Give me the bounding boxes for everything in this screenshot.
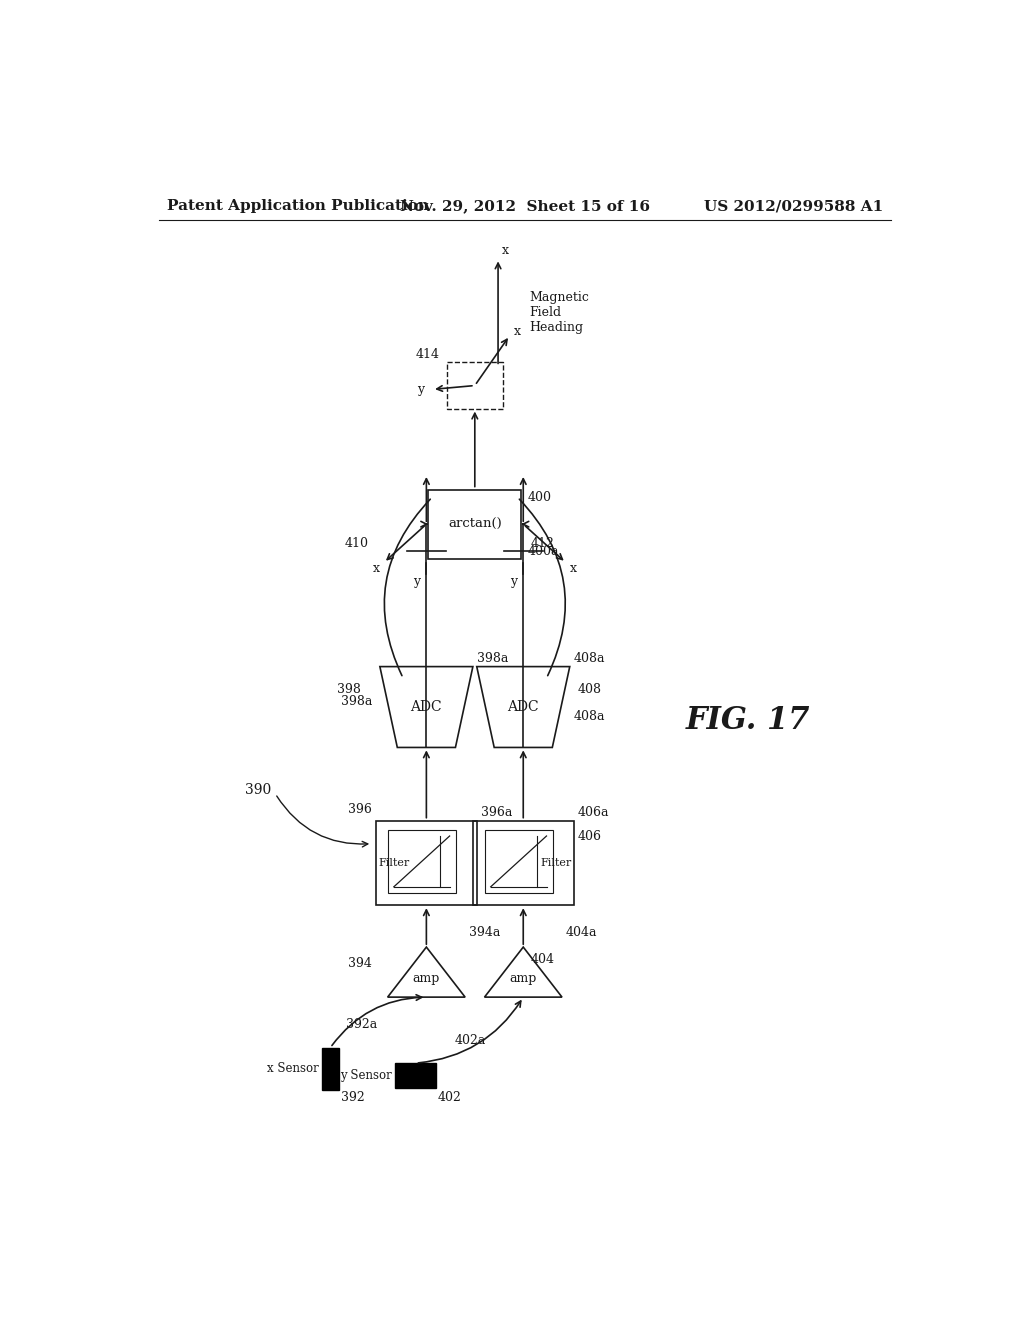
Text: y: y — [418, 383, 424, 396]
Text: y: y — [510, 576, 517, 589]
Text: 410: 410 — [344, 537, 369, 550]
Bar — [446, 363, 503, 409]
Text: 402: 402 — [438, 1090, 462, 1104]
Text: FIG. 17: FIG. 17 — [686, 705, 810, 737]
Text: 392a: 392a — [346, 1018, 377, 1031]
Text: 408a: 408a — [573, 652, 605, 665]
Text: Magnetic
Field
Heading: Magnetic Field Heading — [529, 290, 589, 334]
Text: x: x — [569, 561, 577, 574]
Bar — [473, 821, 573, 906]
Text: 400a: 400a — [527, 545, 559, 557]
Text: 408: 408 — [578, 684, 601, 696]
Text: x: x — [373, 561, 380, 574]
Text: 390: 390 — [245, 783, 271, 797]
Text: y: y — [413, 576, 420, 589]
Text: 392: 392 — [341, 1092, 365, 1105]
Text: 412: 412 — [531, 537, 555, 550]
Text: 404a: 404a — [566, 925, 597, 939]
Text: x: x — [514, 325, 520, 338]
Text: x Sensor: x Sensor — [267, 1063, 318, 1076]
Text: arctan(): arctan() — [447, 517, 502, 531]
Text: 400: 400 — [527, 491, 552, 504]
Text: y Sensor: y Sensor — [341, 1069, 392, 1082]
Text: US 2012/0299588 A1: US 2012/0299588 A1 — [703, 199, 883, 213]
Bar — [388, 830, 456, 892]
Text: ADC: ADC — [411, 700, 442, 714]
Text: Filter: Filter — [378, 858, 410, 869]
Bar — [376, 821, 477, 906]
Text: 396a: 396a — [480, 807, 512, 820]
Bar — [322, 1048, 339, 1090]
Text: x: x — [502, 244, 509, 257]
Text: 396: 396 — [348, 803, 372, 816]
Bar — [484, 830, 553, 892]
Bar — [428, 490, 521, 558]
Text: Patent Application Publication: Patent Application Publication — [167, 199, 429, 213]
Text: 408a: 408a — [573, 710, 605, 723]
Text: 414: 414 — [415, 348, 439, 362]
Text: 404: 404 — [531, 953, 555, 966]
Text: Nov. 29, 2012  Sheet 15 of 16: Nov. 29, 2012 Sheet 15 of 16 — [399, 199, 650, 213]
Text: 406a: 406a — [578, 807, 609, 820]
Text: 398a: 398a — [341, 694, 372, 708]
Text: 398: 398 — [337, 684, 360, 696]
Text: 406: 406 — [578, 829, 601, 842]
Bar — [395, 1063, 435, 1088]
Text: amp: amp — [510, 972, 537, 985]
Text: 402a: 402a — [455, 1034, 485, 1047]
Text: amp: amp — [413, 972, 440, 985]
Text: 394: 394 — [348, 957, 372, 970]
Text: ADC: ADC — [508, 700, 539, 714]
Text: 398a: 398a — [477, 652, 508, 665]
Text: 394a: 394a — [469, 925, 501, 939]
Text: Filter: Filter — [540, 858, 571, 869]
